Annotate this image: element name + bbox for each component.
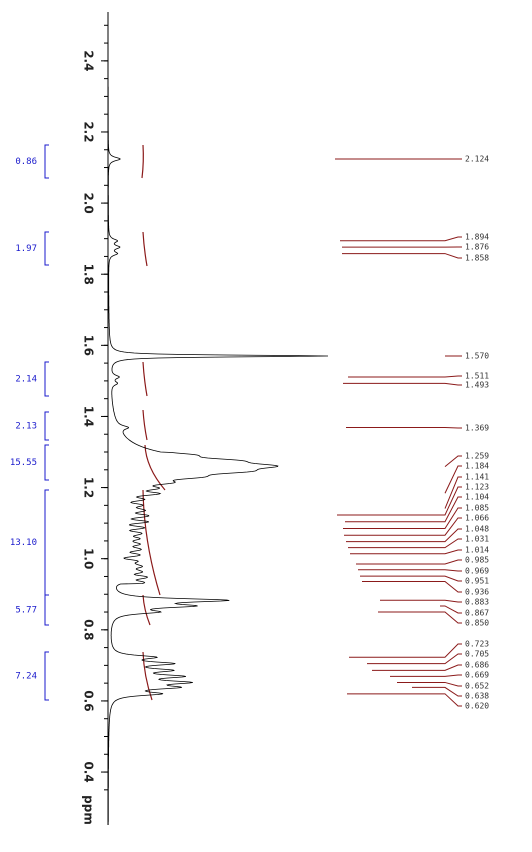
integral-bracket	[44, 144, 49, 179]
integral-label: 1.97	[15, 244, 37, 254]
peak-label: 1.858	[465, 254, 489, 263]
peak-label: 0.985	[465, 556, 489, 565]
tick-label: 1.4	[82, 406, 96, 427]
peak-label: 1.493	[465, 381, 489, 390]
peak-label: 0.883	[465, 598, 489, 607]
peak-label: 0.867	[465, 609, 489, 618]
peak-label: 1.259	[465, 452, 489, 461]
peak-connector	[345, 496, 462, 523]
peak-connector	[380, 599, 462, 603]
peak-label: 0.686	[465, 661, 489, 670]
integral-curve	[142, 231, 148, 267]
integral-bracket	[44, 444, 49, 481]
peak-label: 1.085	[465, 504, 489, 513]
tick-label: 2.2	[82, 121, 96, 142]
peak-connector	[356, 559, 462, 565]
peak-connector	[397, 681, 462, 687]
peak-connector	[372, 664, 462, 671]
peak-connector	[337, 486, 462, 516]
peak-label: 1.570	[465, 352, 489, 361]
integral-bracket	[44, 361, 49, 397]
peak-connector	[378, 611, 462, 624]
integral-bracket	[44, 489, 49, 596]
peak-label: 1.511	[465, 372, 489, 381]
tick-label: 0.8	[82, 619, 96, 640]
peak-label: 0.723	[465, 640, 489, 649]
peak-label: 0.850	[465, 619, 489, 628]
peak-connector	[347, 693, 462, 707]
peak-connector	[412, 686, 462, 697]
peak-connector	[342, 253, 462, 259]
integral-label: 2.14	[15, 375, 37, 385]
peak-connector	[343, 507, 462, 529]
peak-connector	[390, 674, 462, 677]
peak-connector	[440, 605, 462, 614]
tick-label: 2.4	[82, 50, 96, 71]
peak-label: 0.638	[465, 692, 489, 701]
peak-label: 0.620	[465, 702, 489, 711]
peak-connector	[348, 538, 462, 549]
peak-connector	[343, 382, 462, 386]
integral-curve	[142, 594, 151, 626]
peak-label: 1.894	[465, 233, 489, 242]
integral-curve	[142, 489, 161, 596]
peak-connector	[444, 455, 462, 467]
integral-curve	[142, 361, 148, 397]
peak-connector	[444, 476, 462, 509]
peak-label: 1.876	[465, 243, 489, 252]
peak-connector	[344, 517, 462, 536]
peak-connector	[349, 643, 462, 658]
tick-label: 1.0	[82, 548, 96, 569]
tick-label: 0.4	[82, 761, 96, 782]
peak-label: 1.066	[465, 514, 489, 523]
peak-connector	[358, 569, 462, 572]
integral-curve	[141, 144, 144, 179]
peak-label: 1.123	[465, 483, 489, 492]
peak-label: 1.031	[465, 535, 489, 544]
integral-label: 13.10	[10, 538, 37, 548]
peak-label: 0.669	[465, 671, 489, 680]
integral-bracket	[44, 594, 49, 626]
peak-connector	[346, 528, 462, 543]
peak-label: 0.969	[465, 567, 489, 576]
peak-connector	[348, 375, 462, 378]
peak-connector	[346, 426, 462, 429]
peak-label: 0.705	[465, 650, 489, 659]
integral-label: 2.13	[15, 422, 37, 432]
peak-label: 0.951	[465, 577, 489, 586]
integral-curve	[144, 444, 166, 491]
peak-label: 1.104	[465, 493, 489, 502]
peak-connector	[362, 580, 462, 593]
tick-label: 1.2	[82, 477, 96, 498]
integral-bracket	[44, 651, 49, 701]
integral-bracket	[44, 411, 49, 441]
tick-label: 2.0	[82, 192, 96, 213]
peak-connector	[360, 575, 462, 582]
peak-label: 0.936	[465, 588, 489, 597]
tick-label: 1.6	[82, 335, 96, 356]
peak-label: 1.014	[465, 546, 489, 555]
integral-bracket	[44, 231, 49, 266]
axis-unit: ppm	[82, 795, 96, 825]
peak-connector	[444, 465, 462, 494]
integral-label: 7.24	[15, 672, 37, 682]
integral-label: 5.77	[15, 606, 37, 616]
peak-label: 1.141	[465, 473, 489, 482]
peak-label: 1.184	[465, 462, 489, 471]
peak-label: 1.369	[465, 424, 489, 433]
tick-label: 1.8	[82, 264, 96, 285]
peak-connector	[367, 653, 462, 665]
integral-label: 15.55	[10, 458, 37, 468]
peak-connector	[350, 549, 462, 555]
peak-connector	[340, 236, 462, 242]
peak-label: 2.124	[465, 155, 489, 164]
peak-label: 1.048	[465, 525, 489, 534]
peak-label: 0.652	[465, 682, 489, 691]
integral-label: 0.86	[15, 157, 37, 167]
tick-label: 0.6	[82, 690, 96, 711]
spectrum-trace	[107, 12, 329, 825]
integral-curve	[142, 409, 148, 441]
